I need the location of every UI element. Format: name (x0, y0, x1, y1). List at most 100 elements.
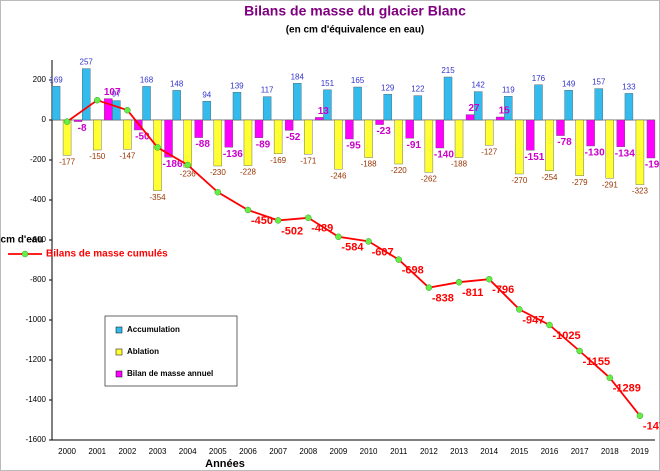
bar (586, 119, 595, 147)
bar-value-label: -23 (376, 126, 391, 137)
x-tick-label: 2014 (480, 447, 498, 456)
bar-value-label: -228 (240, 168, 257, 177)
x-tick-label: 2001 (88, 447, 106, 456)
bar-value-label: -169 (270, 156, 287, 165)
bar-value-label: 148 (170, 80, 184, 89)
bar-value-label: 142 (471, 81, 485, 90)
bar-value-label: 169 (49, 75, 63, 84)
bar-value-label: 119 (502, 85, 515, 94)
x-tick-label: 2000 (58, 447, 76, 456)
y-tick-label: -200 (30, 155, 47, 164)
line-marker (546, 321, 553, 329)
bar-value-label: 257 (80, 58, 94, 67)
line-value-label: -1289 (613, 383, 641, 395)
x-tick-label: 2010 (360, 447, 378, 456)
bar-value-label: 139 (230, 81, 244, 90)
bar-value-label: -262 (421, 175, 438, 184)
bar (304, 119, 313, 155)
bar-value-label: -50 (135, 132, 150, 143)
line-marker (365, 238, 372, 245)
bar (635, 119, 645, 185)
bar (556, 119, 565, 136)
bar-value-label: 107 (104, 87, 121, 98)
bar (262, 96, 272, 121)
line-marker (485, 275, 493, 283)
bar-value-label: 151 (321, 79, 335, 88)
bar (153, 119, 162, 192)
x-tick-label: 2009 (330, 447, 348, 456)
x-tick-label: 2007 (269, 447, 287, 456)
y-tick-label: -400 (30, 195, 47, 204)
line-marker (576, 347, 583, 355)
bar (93, 119, 102, 151)
bar-value-label: -150 (89, 152, 106, 161)
legend-label: Ablation (127, 347, 159, 356)
bar (575, 119, 584, 176)
bar-value-label: -136 (223, 149, 243, 160)
line-marker (93, 96, 101, 104)
bar (353, 86, 362, 121)
bar-value-label: -323 (632, 187, 649, 196)
bar (624, 93, 634, 121)
line-value-label: -1155 (583, 356, 611, 368)
chart-subtitle: (en cm d'équivalence en eau) (286, 25, 425, 36)
line-marker (425, 284, 433, 291)
line-marker (305, 214, 312, 222)
bar (564, 89, 573, 121)
bar (465, 114, 475, 121)
bar-value-label: 157 (592, 78, 606, 87)
bar (202, 100, 212, 121)
bar-value-label: -188 (451, 160, 468, 169)
legend-swatch (115, 370, 123, 378)
line-value-label: -947 (522, 314, 544, 326)
y-axis-label: cm d'eau (1, 235, 44, 246)
line-marker (63, 118, 71, 125)
x-tick-label: 2008 (299, 447, 317, 456)
bar (51, 85, 61, 121)
bar-value-label: 122 (411, 85, 425, 94)
bar-value-label: 133 (622, 83, 636, 92)
x-tick-label: 2012 (420, 447, 438, 456)
bar (82, 68, 91, 121)
x-tick-label: 2002 (118, 447, 136, 456)
bar-value-label: -140 (434, 150, 454, 161)
bar-value-label: 117 (261, 86, 274, 95)
line-value-label: -489 (311, 223, 333, 235)
bar (473, 91, 483, 121)
x-tick-label: 2019 (631, 447, 649, 456)
line-value-label: -450 (251, 215, 273, 227)
bar-value-label: -78 (557, 137, 572, 148)
line-marker (244, 206, 252, 214)
bar-value-label: -171 (300, 156, 317, 165)
chart-title: Bilans de masse du glacier Blanc (244, 3, 466, 19)
bar (413, 95, 423, 121)
bar-value-label: 215 (441, 66, 455, 75)
bar-value-label: -279 (572, 178, 589, 187)
y-tick-label: -800 (30, 275, 47, 284)
bar (112, 100, 121, 121)
bar (454, 119, 464, 158)
bar-value-label: -230 (210, 168, 227, 177)
bar (594, 88, 603, 121)
line-marker (455, 278, 463, 286)
bar-value-label: -291 (602, 180, 619, 189)
bar (443, 76, 453, 121)
bar-value-label: 13 (318, 106, 330, 117)
bar (273, 119, 283, 154)
bar-value-label: -188 (361, 160, 378, 169)
legend-label: Accumulation (127, 325, 180, 334)
bar-value-label: -151 (524, 152, 544, 163)
bar-value-label: -354 (150, 193, 167, 202)
bar-value-label: 15 (499, 106, 511, 117)
legend-label: Bilans de masse cumulés (46, 249, 168, 260)
bar (383, 93, 392, 121)
bar (504, 95, 513, 121)
bar (232, 91, 242, 121)
bar (394, 119, 403, 165)
legend-swatch (115, 326, 123, 334)
bar (526, 119, 535, 151)
y-tick-label: 0 (42, 115, 47, 124)
bar (315, 117, 324, 121)
bar (284, 119, 294, 131)
